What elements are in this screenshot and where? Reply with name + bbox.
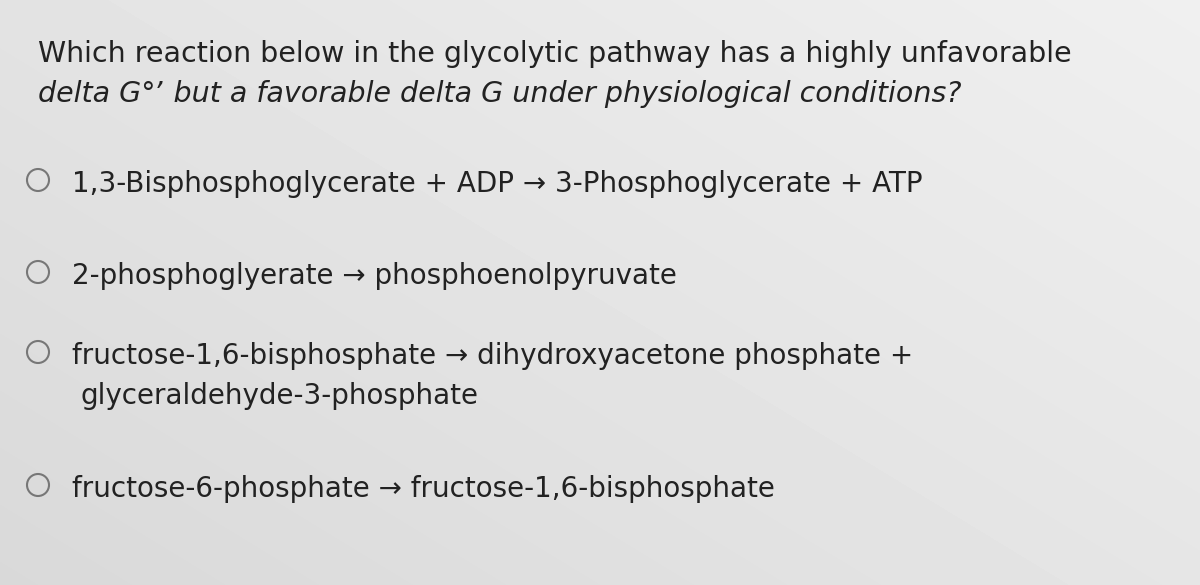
Text: 1,3-Bisphosphoglycerate + ADP → 3-Phosphoglycerate + ATP: 1,3-Bisphosphoglycerate + ADP → 3-Phosph… (72, 170, 923, 198)
Text: glyceraldehyde-3-phosphate: glyceraldehyde-3-phosphate (80, 382, 478, 410)
Text: delta G°ʼ but a favorable delta G under physiological conditions?: delta G°ʼ but a favorable delta G under … (38, 80, 961, 108)
Text: fructose-1,6-bisphosphate → dihydroxyacetone phosphate +: fructose-1,6-bisphosphate → dihydroxyace… (72, 342, 913, 370)
Text: fructose-6-phosphate → fructose-1,6-bisphosphate: fructose-6-phosphate → fructose-1,6-bisp… (72, 475, 775, 503)
Text: Which reaction below in the glycolytic pathway has a highly unfavorable: Which reaction below in the glycolytic p… (38, 40, 1072, 68)
Text: 2-phosphoglyerate → phosphoenolpyruvate: 2-phosphoglyerate → phosphoenolpyruvate (72, 262, 677, 290)
